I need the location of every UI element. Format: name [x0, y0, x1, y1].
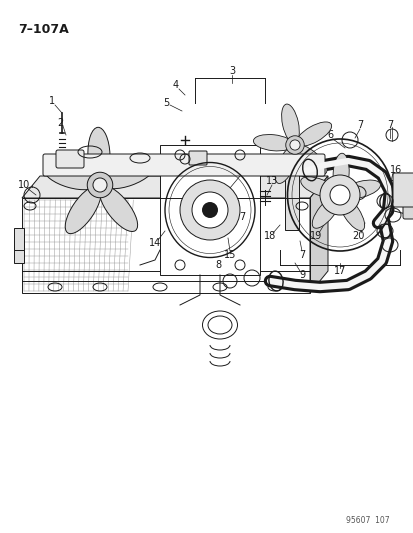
Ellipse shape — [338, 196, 364, 231]
Text: 7: 7 — [298, 250, 304, 260]
Text: 7: 7 — [356, 120, 362, 130]
Text: 7: 7 — [386, 120, 392, 130]
Text: 1: 1 — [49, 96, 55, 106]
Circle shape — [93, 178, 107, 192]
Text: 9: 9 — [298, 270, 304, 280]
FancyBboxPatch shape — [402, 180, 413, 219]
FancyBboxPatch shape — [56, 150, 84, 168]
Text: 20: 20 — [351, 231, 363, 241]
Text: 7–107A: 7–107A — [18, 23, 69, 36]
Text: 16: 16 — [389, 165, 401, 175]
Text: 7: 7 — [238, 212, 244, 222]
Circle shape — [202, 202, 218, 218]
Text: 12: 12 — [233, 168, 246, 178]
Ellipse shape — [341, 180, 380, 199]
Text: 8: 8 — [214, 260, 221, 270]
Text: 6: 6 — [326, 130, 332, 140]
Polygon shape — [309, 176, 327, 293]
Ellipse shape — [332, 154, 348, 193]
Ellipse shape — [102, 160, 154, 189]
FancyBboxPatch shape — [14, 241, 24, 263]
Text: 11: 11 — [94, 163, 106, 173]
Circle shape — [319, 175, 359, 215]
Circle shape — [192, 192, 228, 228]
Circle shape — [289, 140, 299, 150]
Text: 14: 14 — [149, 238, 161, 248]
Ellipse shape — [295, 122, 331, 146]
FancyBboxPatch shape — [392, 173, 413, 207]
Text: 19: 19 — [309, 231, 321, 241]
Circle shape — [285, 136, 304, 154]
Circle shape — [180, 180, 240, 240]
FancyBboxPatch shape — [284, 160, 298, 230]
Text: 10: 10 — [18, 180, 30, 190]
Ellipse shape — [44, 164, 97, 190]
Text: 3: 3 — [228, 66, 235, 76]
Text: 15: 15 — [223, 250, 236, 260]
FancyBboxPatch shape — [159, 145, 259, 275]
Text: 13: 13 — [265, 176, 278, 186]
Circle shape — [329, 185, 349, 205]
Ellipse shape — [311, 196, 339, 228]
Text: 95607  107: 95607 107 — [346, 516, 389, 525]
Text: 4: 4 — [173, 80, 179, 90]
Circle shape — [334, 190, 344, 200]
Text: 17: 17 — [333, 266, 345, 276]
FancyBboxPatch shape — [43, 154, 324, 176]
Ellipse shape — [65, 187, 101, 233]
Polygon shape — [22, 176, 327, 198]
FancyBboxPatch shape — [189, 151, 206, 165]
Ellipse shape — [281, 104, 299, 143]
Text: 18: 18 — [263, 231, 275, 241]
Ellipse shape — [300, 177, 338, 198]
Circle shape — [87, 172, 112, 198]
Text: 5: 5 — [162, 98, 169, 108]
Ellipse shape — [295, 145, 326, 174]
Ellipse shape — [275, 147, 296, 183]
FancyBboxPatch shape — [14, 228, 24, 250]
Circle shape — [330, 186, 349, 204]
Ellipse shape — [253, 134, 292, 151]
Text: 2: 2 — [57, 118, 63, 128]
Ellipse shape — [88, 127, 110, 182]
Ellipse shape — [99, 186, 137, 231]
